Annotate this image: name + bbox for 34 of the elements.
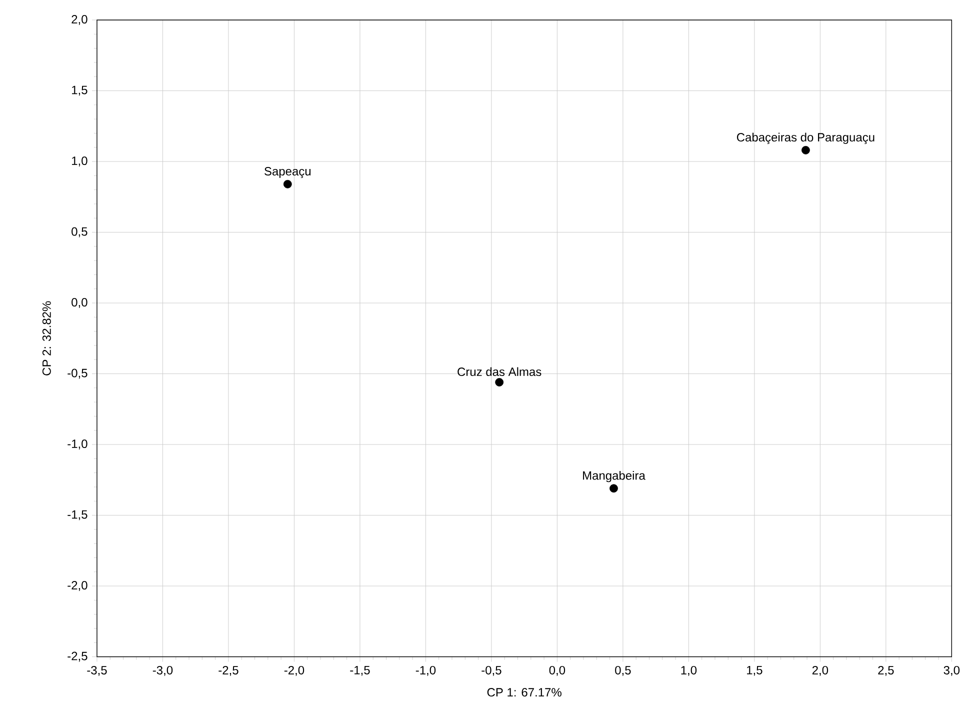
x-axis-title: CP 1: 67.17% [487, 688, 562, 697]
x-tick-label: -2,0 [284, 666, 304, 676]
x-tick-label: -2,5 [218, 666, 238, 676]
y-tick-label: 1,0 [72, 156, 88, 167]
y-tick-label: -0,5 [68, 368, 88, 379]
annotation: Cruz das Almas [458, 367, 542, 376]
x-tick-label: 0,5 [615, 666, 631, 676]
y-tick-label: -1,5 [68, 510, 88, 520]
y-tick-label: 1,5 [72, 86, 88, 96]
x-tick-label: 2,0 [812, 666, 828, 676]
annotation: Cabaçeiras do Paraguaçu [736, 132, 874, 144]
y-tick-label: 0,0 [72, 298, 88, 308]
y-axis-title: CP 2: 32.82% [42, 301, 51, 376]
y-tick-label: -2,0 [68, 581, 88, 592]
y-tick-label: 2,0 [72, 15, 88, 26]
point [610, 484, 618, 493]
point [283, 180, 292, 188]
y-tick-label: -2,5 [68, 652, 88, 662]
x-tick-label: 1,5 [747, 666, 762, 676]
point [802, 146, 810, 154]
annotation: Sapeaçu [264, 167, 311, 178]
x-tick-label: 1,0 [681, 666, 697, 676]
x-tick-label: -3,0 [152, 666, 173, 676]
y-tick-label: -1,0 [68, 440, 88, 450]
annotation: Mangabeira [583, 471, 646, 482]
x-tick-label: 0,0 [549, 666, 566, 676]
x-tick-label: -3,5 [87, 666, 107, 676]
point [495, 378, 504, 387]
x-tick-label: -0,5 [482, 666, 502, 676]
y-tick-label: 0,5 [72, 227, 88, 238]
x-tick-label: -1,0 [416, 666, 436, 676]
x-tick-label: 2,5 [878, 666, 894, 676]
x-tick-label: -1,5 [350, 666, 370, 676]
x-tick-label: 3,0 [944, 666, 960, 676]
